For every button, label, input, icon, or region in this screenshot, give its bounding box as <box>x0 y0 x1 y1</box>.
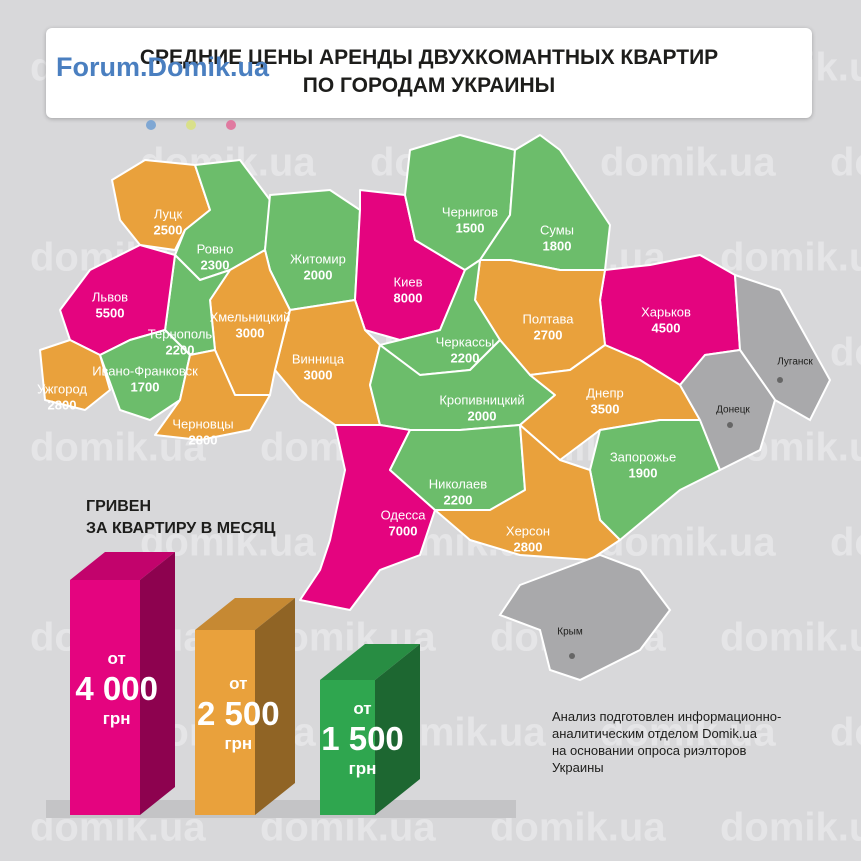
region-no-data <box>498 553 672 682</box>
watermark: domik.ua <box>600 141 776 185</box>
city-price: 2500 <box>154 222 183 237</box>
city-price: 2300 <box>201 257 230 272</box>
city-name: Луцк <box>154 206 183 221</box>
city-price: 5500 <box>96 305 125 320</box>
legend-prefix: от <box>229 674 247 693</box>
box-front <box>195 630 255 815</box>
city-price: 2000 <box>468 408 497 423</box>
city-price: 2200 <box>451 350 480 365</box>
city-price: 1500 <box>456 220 485 235</box>
city-name: Житомир <box>290 251 346 266</box>
title: СРЕДНИЕ ЦЕНЫ АРЕНДЫ ДВУХКОМАНТНЫХ КВАРТИ… <box>139 46 719 97</box>
city-name: Чернигов <box>442 204 498 219</box>
city-price: 3500 <box>591 401 620 416</box>
city-name: Винница <box>292 351 345 366</box>
box-top <box>195 598 295 630</box>
city-price: 2800 <box>48 397 77 412</box>
city-price: 3000 <box>304 367 333 382</box>
city-price: 1900 <box>629 465 658 480</box>
city-dot <box>569 653 575 659</box>
logo-dots <box>146 117 266 135</box>
watermark: domik.ua <box>720 806 861 850</box>
watermark: domik.ua <box>830 331 861 375</box>
city-name: Тернополь <box>148 326 213 341</box>
city-name: Херсон <box>506 523 550 538</box>
city-price: 7000 <box>389 523 418 538</box>
legend-currency: грн <box>224 734 252 753</box>
city-name: Харьков <box>641 304 691 319</box>
city-name: Львов <box>92 289 128 304</box>
city-name: Крым <box>557 627 583 638</box>
city-price: 3000 <box>236 325 265 340</box>
source-note: Анализ подготовлен информационно- аналит… <box>552 709 782 775</box>
city-name: Полтава <box>523 311 575 326</box>
city-price: 2200 <box>166 342 195 357</box>
legend-prefix: от <box>108 649 126 668</box>
watermark: domik.ua <box>830 141 861 185</box>
watermark: domik.ua <box>830 711 861 755</box>
legend-amount: 2 500 <box>197 695 280 732</box>
legend-currency: грн <box>103 709 131 728</box>
watermark: domik.ua <box>600 711 776 755</box>
box-front <box>320 680 375 815</box>
legend-amount: 4 000 <box>75 670 158 707</box>
watermark: domik.ua <box>720 616 861 660</box>
legend-amount: 1 500 <box>321 720 404 757</box>
city-name: Хмельницкий <box>210 309 291 324</box>
region <box>434 424 621 561</box>
region-no-data <box>678 348 777 472</box>
city-price: 2000 <box>304 267 333 282</box>
box-side <box>375 644 420 815</box>
city-name: Ужгород <box>37 381 87 396</box>
box-side <box>255 598 295 815</box>
city-price: 2200 <box>444 492 473 507</box>
city-name: Днепр <box>586 385 623 400</box>
city-price: 1700 <box>131 379 160 394</box>
city-name: Сумы <box>540 222 574 237</box>
watermark: domik.ua <box>490 806 666 850</box>
region <box>154 349 271 441</box>
city-name: Донецк <box>716 405 750 416</box>
logo: Forum.Domik.ua <box>56 52 270 82</box>
legend-floor <box>46 800 516 818</box>
city-name: Черновцы <box>172 416 233 431</box>
city-price: 2700 <box>534 327 563 342</box>
city-price: 2800 <box>189 432 218 447</box>
city-name: Ровно <box>197 241 234 256</box>
title-box: СРЕДНИЕ ЦЕНЫ АРЕНДЫ ДВУХКОМАНТНЫХ КВАРТИ… <box>46 28 812 130</box>
box-front <box>70 580 140 815</box>
city-price: 4500 <box>652 320 681 335</box>
city-name: Черкассы <box>436 334 495 349</box>
legend-prefix: от <box>353 699 371 718</box>
city-name: Одесса <box>381 507 427 522</box>
city-dot <box>777 377 783 383</box>
watermark: domik.ua <box>830 521 861 565</box>
city-name: Запорожье <box>610 449 676 464</box>
city-name: Кропивницкий <box>439 392 524 407</box>
city-dot <box>727 422 733 428</box>
unit-label: ГРИВЕН ЗА КВАРТИРУ В МЕСЯЦ <box>86 498 276 537</box>
city-name: Киев <box>394 274 423 289</box>
city-name: Николаев <box>429 476 487 491</box>
city-price: 8000 <box>394 290 423 305</box>
city-name: Луганск <box>777 357 813 368</box>
box-top <box>320 644 420 680</box>
watermark: domik.ua <box>720 236 861 280</box>
region <box>39 339 111 411</box>
city-name: Ивано-Франковск <box>92 363 198 378</box>
city-price: 1800 <box>543 238 572 253</box>
box-side <box>140 552 175 815</box>
city-price: 2800 <box>514 539 543 554</box>
legend-currency: грн <box>349 759 377 778</box>
